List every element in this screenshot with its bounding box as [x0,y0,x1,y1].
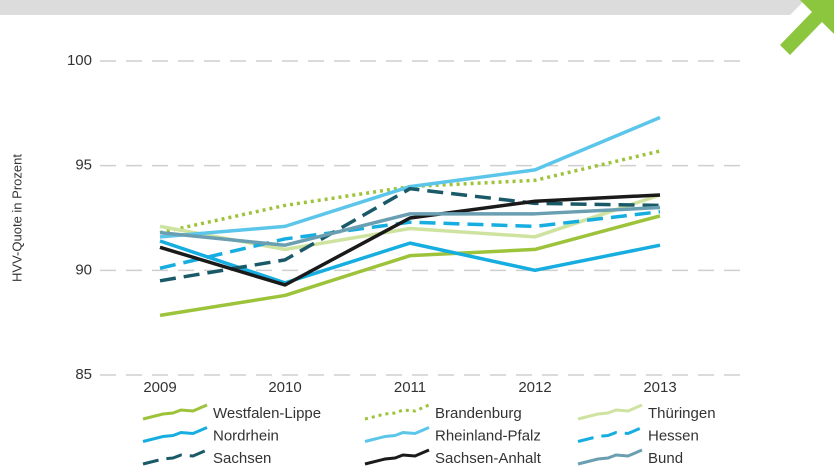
legend-label: Rheinland-Pfalz [435,427,541,444]
line-series [159,186,661,283]
line-series [159,239,661,285]
legend-label: Thüringen [648,405,716,422]
x-tick-label: 2011 [394,379,426,396]
legend-label: Hessen [648,427,699,444]
line-series [159,115,661,239]
x-tick-label: 2013 [643,379,676,396]
legend-label: Bund [648,450,683,467]
y-axis-label: HVV-Quote in Prozent [9,154,24,282]
line-series [159,193,661,287]
line-series [159,209,661,270]
line-series [159,214,661,318]
legend-icon [577,403,643,421]
y-tick-label: 90 [75,261,92,278]
legend-label: Brandenburg [435,405,522,422]
legend-label: Sachsen-Anhalt [435,450,542,467]
x-tick-label: 2012 [518,379,551,396]
x-tick-label: 2010 [268,379,301,396]
legend-label: Westfalen-Lippe [213,405,321,422]
y-tick-label: 100 [67,52,92,69]
y-tick-label: 95 [75,157,92,174]
legend-icon [364,426,430,443]
y-tick-label: 85 [75,366,92,383]
legend-icon [364,448,430,466]
legend-label: Sachsen [213,450,271,467]
legend-label: Nordrhein [213,427,279,444]
legend-icon [577,426,643,443]
legend-icon [142,403,208,421]
header-bar [0,0,805,15]
legend-icon [364,403,430,421]
line-series [159,205,661,247]
legend-icon [577,448,643,466]
legend-icon [142,448,208,466]
x-tick-label: 2009 [143,379,176,396]
arrow-icon [780,0,834,55]
legend-icon [142,426,208,443]
